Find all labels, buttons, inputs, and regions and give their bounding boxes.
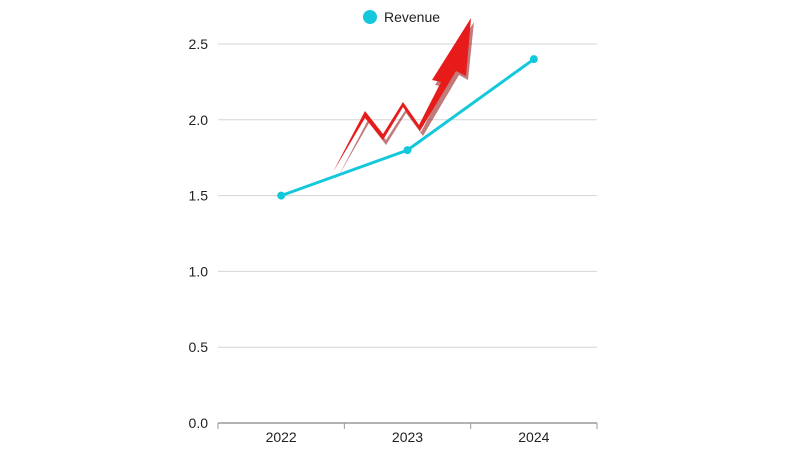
y-tick-label: 0.5 — [189, 339, 209, 355]
x-tick-label: 2024 — [518, 429, 549, 445]
gridlines — [218, 43, 597, 348]
data-point-revenue — [403, 146, 412, 155]
x-tick-label: 2023 — [392, 429, 423, 445]
legend-label-revenue: Revenue — [384, 9, 440, 25]
y-tick-label: 2.5 — [189, 36, 209, 52]
legend-marker-revenue — [363, 10, 377, 24]
series-line-revenue — [280, 57, 535, 198]
x-tick-label: 2022 — [266, 429, 297, 445]
y-tick-label: 2.0 — [189, 112, 209, 128]
y-axis-tick-labels: 0.0 0.5 1.0 1.5 2.0 2.5 — [189, 36, 209, 431]
x-axis-ticks — [217, 423, 598, 429]
y-tick-label: 1.0 — [189, 263, 209, 279]
data-point-revenue — [277, 191, 286, 200]
legend: Revenue — [363, 9, 440, 25]
data-point-revenue — [529, 55, 538, 64]
x-axis-tick-labels: 2022 2023 2024 — [266, 429, 550, 445]
y-tick-label: 1.5 — [189, 188, 209, 204]
series-revenue — [277, 55, 538, 200]
y-tick-label: 0.0 — [189, 415, 209, 431]
